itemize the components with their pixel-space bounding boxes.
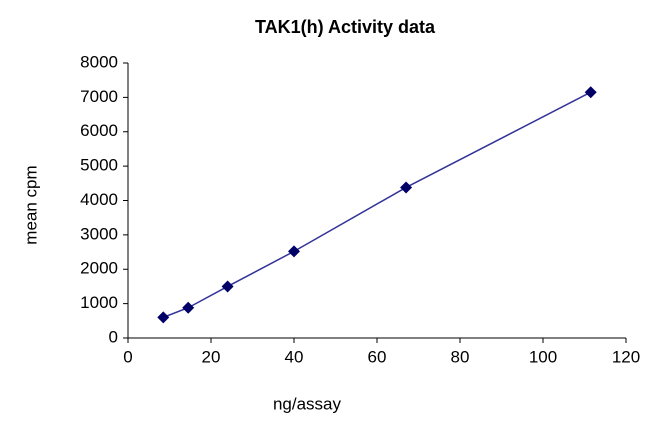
data-point: [400, 181, 413, 194]
y-tick-label: 6000: [80, 121, 118, 140]
y-tick-label: 5000: [80, 156, 118, 175]
y-tick-label: 4000: [80, 190, 118, 209]
x-tick-label: 40: [285, 347, 304, 366]
x-tick-label: 20: [202, 347, 221, 366]
data-point: [584, 86, 597, 99]
y-tick-label: 0: [109, 327, 118, 346]
x-tick-label: 0: [123, 347, 132, 366]
chart-title: TAK1(h) Activity data: [255, 17, 436, 37]
x-tick-label: 120: [612, 347, 640, 366]
x-axis-label: ng/assay: [273, 394, 342, 413]
y-tick-label: 2000: [80, 259, 118, 278]
y-tick-label: 3000: [80, 224, 118, 243]
data-point: [157, 311, 170, 324]
x-tick-label: 100: [529, 347, 557, 366]
y-tick-label: 1000: [80, 293, 118, 312]
data-point: [288, 245, 300, 258]
x-tick-label: 80: [451, 347, 470, 366]
data-point: [182, 301, 195, 314]
x-tick-label: 60: [368, 347, 387, 366]
y-tick-label: 8000: [80, 52, 118, 71]
y-axis-label: mean cpm: [21, 165, 40, 244]
data-point: [221, 280, 234, 293]
y-tick-label: 7000: [80, 87, 118, 106]
